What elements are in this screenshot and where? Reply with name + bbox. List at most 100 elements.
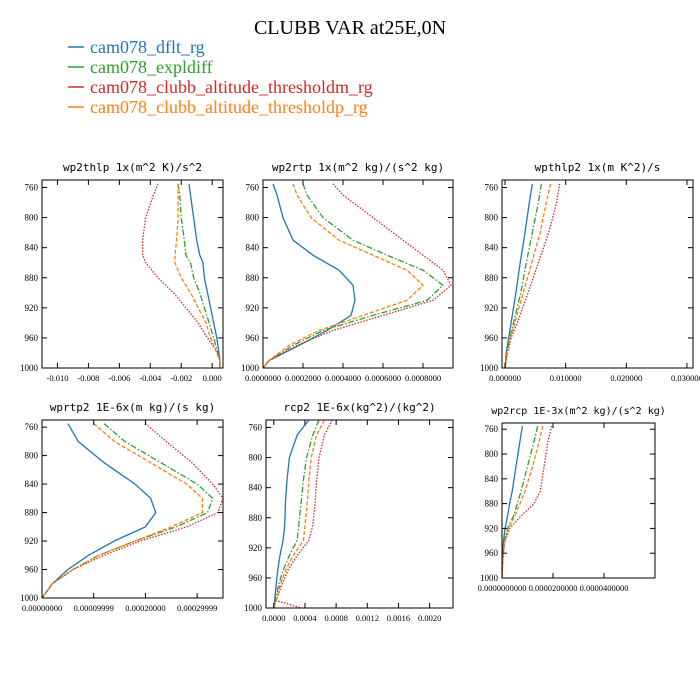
legend-item: cam078_dflt_rg [68,37,205,57]
series-line-2 [504,183,543,368]
panel-title: wprtp2 1E-6x(m kg)/(s kg) [50,401,216,414]
chart-panel-5: rcp2 1E-6x(kg^2)/(kg^2) 760 800 840 880 920 96… [244,401,454,623]
series-line-3 [502,425,553,578]
y-tick-label: 800 [485,213,499,223]
x-tick-label: 0.0016 [387,613,410,623]
series-line-1 [273,420,310,608]
series-line-4 [502,425,544,578]
y-tick-label: 960 [25,333,39,343]
y-tick-label: 960 [249,573,263,583]
plot-frame [501,422,656,579]
y-tick-label: 1000 [241,363,260,373]
x-tick-label: 0.00009999 [74,603,114,613]
legend: cam078_dflt_rgcam078_expldiffcam078_club… [68,37,373,117]
y-tick-label: 880 [485,499,499,509]
x-tick-label: 0.0006000 [365,373,401,383]
legend-label: cam078_clubb_altitude_thresholdm_rg [90,77,373,97]
x-tick-label: 0.010000 [550,373,582,383]
series-line-2 [177,183,221,368]
x-tick-label: 0.000 [203,373,222,383]
legend-item: cam078_expldiff [68,57,213,77]
y-tick-label: 920 [25,536,39,546]
x-tick-label: 0.0000 [262,613,285,623]
y-tick-label: 800 [25,451,39,461]
x-tick-label: -0.010 [46,373,68,383]
series-line-1 [188,183,221,368]
y-tick-label: 920 [25,303,39,313]
chart-panels: wp2thlp 1x(m^2 K)/s^2 760 800 840 880 920 960 1… [20,161,700,623]
series-line-1 [502,425,524,578]
x-tick-label: 0.0020 [418,613,441,623]
x-tick-label: -0.006 [108,373,130,383]
y-tick-label: 840 [25,243,39,253]
legend-item: cam078_clubb_altitude_thresholdp_rg [68,97,368,117]
panel-title: wpthlp2 1x(m K^2)/s [535,161,661,174]
y-tick-label: 1000 [480,573,499,583]
x-tick-label: 0.0000200000 [529,583,578,593]
legend-label: cam078_clubb_altitude_thresholdp_rg [90,97,368,117]
x-tick-label: 0.0002000 [285,373,321,383]
y-tick-label: 880 [246,273,260,283]
series-line-2 [42,423,214,598]
y-tick-label: 800 [249,453,263,463]
chart-panel-4: wprtp2 1E-6x(m kg)/(s kg) 760 800 840 880 920… [20,401,224,613]
x-tick-label: 0.0012 [356,613,379,623]
y-tick-label: 960 [485,548,499,558]
plot-frame [262,179,454,369]
series-line-4 [273,420,325,608]
y-tick-label: 920 [246,303,260,313]
series-line-3 [275,420,333,608]
y-tick-label: 960 [25,565,39,575]
y-tick-label: 1000 [244,603,263,613]
y-tick-label: 840 [485,474,499,484]
series-line-3 [504,183,561,368]
series-line-3 [263,183,452,368]
y-tick-label: 880 [249,513,263,523]
y-tick-label: 840 [249,483,263,493]
y-tick-label: 800 [246,213,260,223]
y-tick-label: 960 [246,333,260,343]
plot-frame [41,179,224,369]
y-tick-label: 920 [485,523,499,533]
y-tick-label: 800 [25,213,39,223]
y-tick-label: 880 [25,508,39,518]
x-tick-label: 0.0004000 [325,373,361,383]
x-tick-label: 0.00000000 [22,603,62,613]
y-tick-label: 840 [246,243,260,253]
series-line-3 [141,183,221,368]
x-tick-label: 0.0000000000 [478,583,527,593]
y-tick-label: 760 [25,183,39,193]
y-tick-label: 760 [485,183,499,193]
y-tick-label: 760 [246,183,260,193]
y-tick-label: 920 [249,543,263,553]
x-tick-label: -0.004 [139,373,162,383]
x-tick-label: 0.00029999 [177,603,217,613]
x-tick-label: 0.0004 [293,613,317,623]
series-line-4 [504,183,552,368]
series-line-3 [42,423,223,598]
legend-label: cam078_expldiff [90,57,213,77]
y-tick-label: 960 [485,333,499,343]
x-tick-label: -0.002 [170,373,192,383]
series-line-2 [273,420,320,608]
y-tick-label: 880 [485,273,499,283]
series-line-2 [502,425,539,578]
panel-title: rcp2 1E-6x(kg^2)/(kg^2) [283,401,435,414]
y-tick-label: 1000 [480,363,499,373]
series-line-1 [504,183,533,368]
panel-title: wp2rtp 1x(m^2 kg)/(s^2 kg) [272,161,444,174]
y-tick-label: 1000 [20,363,39,373]
chart-panel-2: wp2rtp 1x(m^2 kg)/(s^2 kg) 760 800 840 880 92… [241,161,454,383]
panel-title: wp2rcp 1E-3x(m^2 kg)/(s^2 kg) [491,406,666,417]
x-tick-label: 0.000000 [489,373,521,383]
series-line-1 [263,183,356,368]
y-tick-label: 1000 [20,593,39,603]
series-line-4 [263,183,424,368]
y-tick-label: 760 [485,424,499,434]
x-tick-label: 0.0000000 [245,373,281,383]
chart-panel-3: wpthlp2 1x(m K^2)/s 760 800 840 880 920 960 100… [480,161,700,383]
x-tick-label: 0.020000 [610,373,642,383]
x-tick-label: 0.0008 [324,613,347,623]
x-tick-label: 0.00020000 [125,603,165,613]
